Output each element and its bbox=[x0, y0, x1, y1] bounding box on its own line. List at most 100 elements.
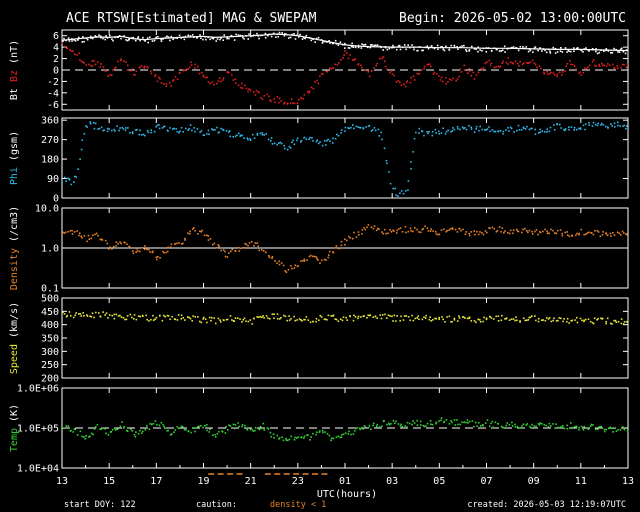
data-point-bz bbox=[93, 59, 95, 62]
data-point-density bbox=[464, 233, 467, 236]
data-point-phi bbox=[178, 131, 180, 134]
data-point-density bbox=[430, 228, 433, 231]
data-point-density bbox=[578, 232, 580, 235]
data-point-density bbox=[517, 230, 520, 233]
data-point-phi bbox=[158, 127, 161, 130]
data-point-bt bbox=[620, 47, 623, 50]
data-point-bt bbox=[196, 36, 199, 39]
data-point-density bbox=[228, 252, 230, 254]
data-point-phi bbox=[397, 195, 399, 197]
data-point-phi bbox=[395, 194, 397, 197]
data-point-phi bbox=[386, 162, 388, 165]
data-point-density bbox=[625, 233, 628, 236]
data-point-phi bbox=[125, 127, 127, 129]
data-point-density bbox=[245, 243, 248, 246]
data-point-bz bbox=[135, 70, 138, 73]
data-point-bz bbox=[320, 73, 323, 76]
data-point-temp bbox=[609, 426, 612, 429]
data-point-bz bbox=[623, 63, 625, 66]
data-point-phi bbox=[199, 131, 201, 134]
data-point-density bbox=[568, 235, 571, 238]
y-axis-label-part: Temp bbox=[9, 428, 20, 452]
data-point-bt bbox=[62, 40, 64, 42]
data-point-density bbox=[390, 230, 393, 233]
data-point-phi bbox=[596, 124, 599, 127]
data-point-bt bbox=[299, 33, 301, 36]
data-point-density bbox=[486, 231, 488, 234]
data-point-speed bbox=[423, 316, 425, 318]
data-point-density bbox=[496, 229, 499, 232]
data-point-bz bbox=[289, 102, 292, 105]
data-point-bz bbox=[625, 66, 628, 69]
data-point-density bbox=[544, 228, 546, 231]
data-point-speed bbox=[158, 314, 161, 317]
data-point-bt bbox=[461, 45, 463, 47]
data-point-speed bbox=[202, 318, 204, 320]
data-point-bt bbox=[183, 38, 186, 41]
data-point-speed bbox=[550, 320, 553, 323]
data-point-density bbox=[239, 247, 242, 250]
data-point-bt bbox=[479, 49, 481, 51]
x-tick-label: 17 bbox=[150, 476, 162, 487]
data-point-phi bbox=[584, 123, 587, 125]
data-point-speed bbox=[605, 320, 607, 323]
data-point-density bbox=[508, 232, 511, 235]
data-point-phi bbox=[116, 125, 118, 127]
data-point-phi bbox=[625, 127, 627, 130]
data-point-bt bbox=[126, 39, 129, 42]
data-point-speed bbox=[335, 318, 338, 321]
data-point-temp bbox=[259, 425, 262, 428]
data-point-density bbox=[94, 233, 96, 236]
data-point-bt bbox=[366, 46, 369, 49]
data-point-temp bbox=[200, 425, 202, 427]
data-point-speed bbox=[601, 317, 604, 320]
data-point-density bbox=[119, 241, 121, 243]
data-point-phi bbox=[355, 125, 358, 128]
data-point-speed bbox=[362, 315, 365, 318]
data-point-speed bbox=[341, 319, 344, 322]
data-point-temp bbox=[197, 426, 199, 428]
data-point-density bbox=[344, 243, 346, 246]
data-point-density bbox=[482, 233, 485, 236]
data-point-bz bbox=[456, 78, 459, 80]
data-point-phi bbox=[288, 145, 291, 148]
data-point-temp bbox=[125, 429, 128, 432]
data-point-phi bbox=[256, 132, 259, 135]
data-point-phi bbox=[239, 135, 242, 137]
data-point-bt bbox=[595, 48, 597, 50]
data-point-density bbox=[90, 237, 93, 240]
data-point-bt bbox=[112, 39, 114, 42]
data-point-phi bbox=[247, 138, 249, 141]
data-point-bt bbox=[506, 48, 509, 50]
data-point-bz bbox=[468, 67, 471, 70]
data-point-speed bbox=[296, 319, 298, 321]
data-point-speed bbox=[435, 317, 438, 320]
data-point-speed bbox=[387, 314, 390, 317]
data-point-speed bbox=[470, 320, 473, 322]
data-point-temp bbox=[251, 429, 254, 431]
data-point-density bbox=[424, 225, 426, 228]
data-point-phi bbox=[485, 129, 487, 131]
data-point-bt bbox=[554, 52, 557, 54]
y-tick-label-mag: 2 bbox=[53, 54, 59, 65]
data-point-bz bbox=[76, 54, 78, 56]
data-point-temp bbox=[467, 422, 469, 424]
data-point-temp bbox=[416, 419, 418, 422]
data-point-density bbox=[349, 237, 352, 239]
data-point-density bbox=[211, 243, 214, 246]
data-point-speed bbox=[399, 319, 402, 322]
data-point-temp bbox=[295, 437, 298, 439]
data-point-bt bbox=[86, 38, 89, 41]
data-point-temp bbox=[619, 429, 622, 431]
data-point-bz bbox=[266, 93, 268, 96]
data-point-density bbox=[340, 244, 343, 247]
data-point-bz bbox=[245, 87, 248, 90]
data-point-density bbox=[104, 239, 107, 242]
data-point-speed bbox=[320, 316, 323, 318]
data-point-speed bbox=[566, 317, 569, 320]
data-point-speed bbox=[294, 319, 297, 322]
data-point-phi bbox=[218, 131, 220, 134]
data-point-bz bbox=[569, 63, 572, 66]
data-point-bt bbox=[77, 36, 80, 39]
data-point-speed bbox=[393, 314, 396, 317]
